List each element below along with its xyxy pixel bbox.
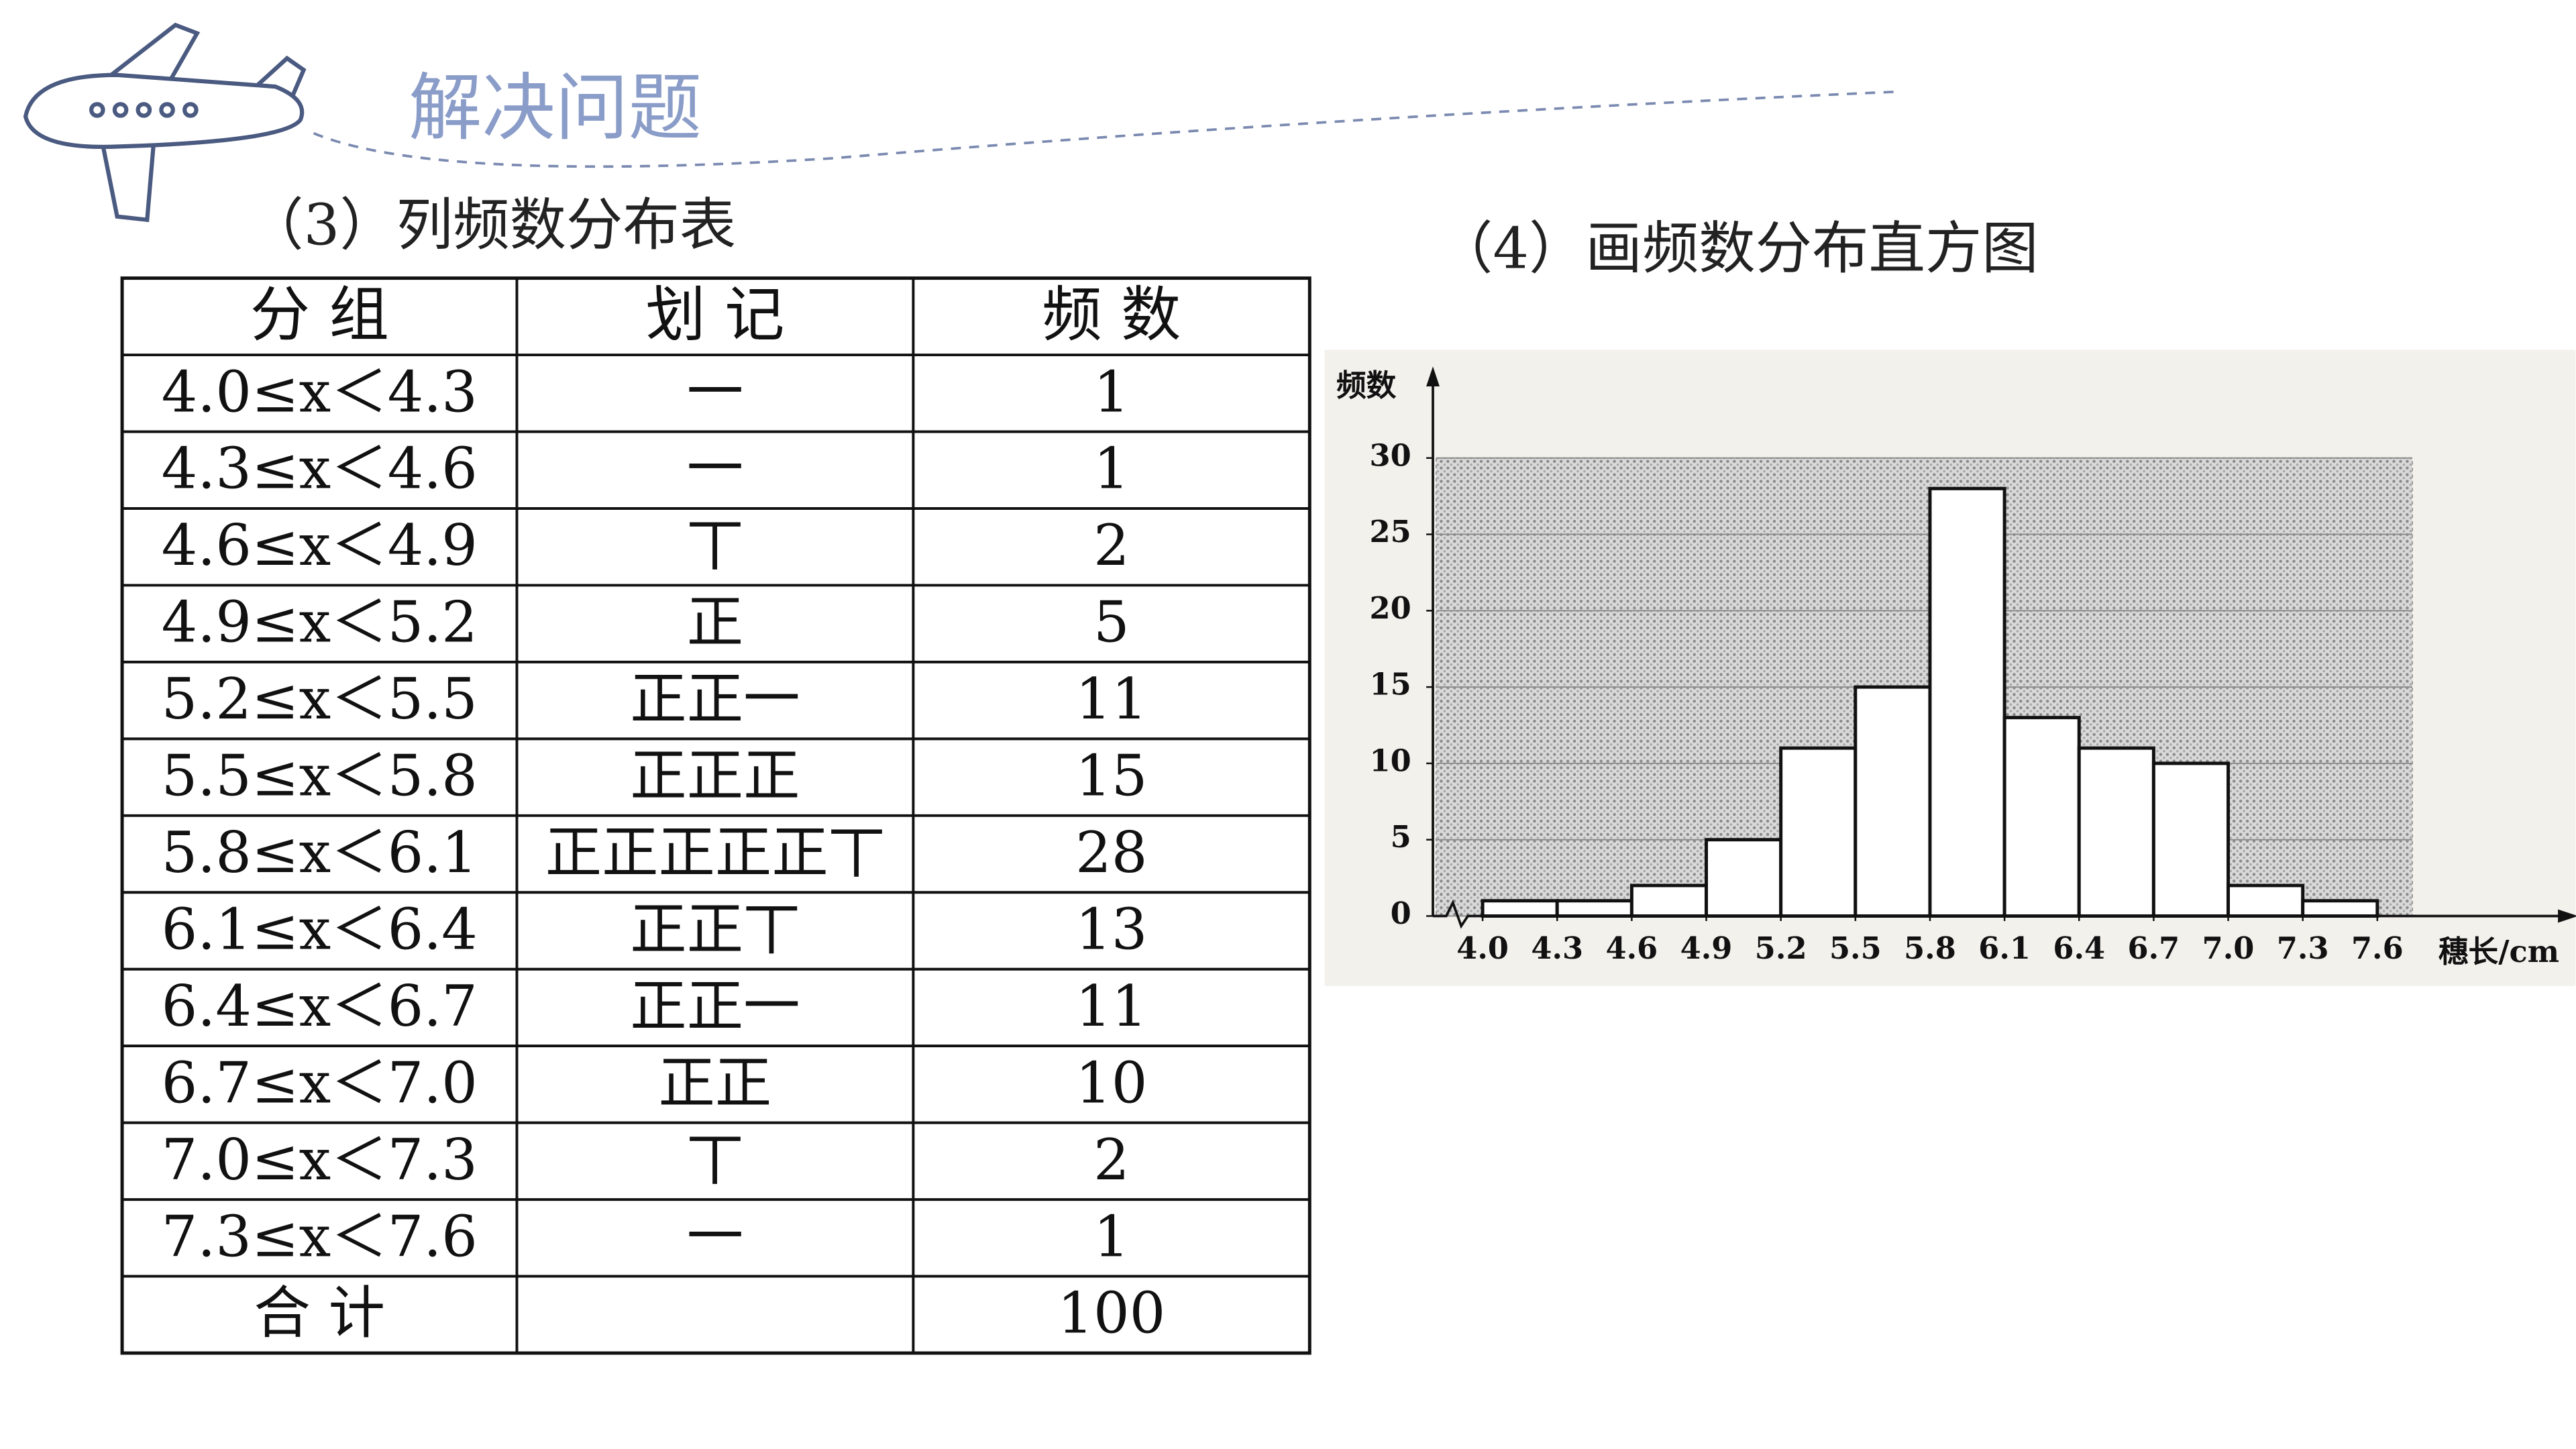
chart-title: （4）画频数分布直方图 — [1436, 215, 2039, 281]
tally-cell: 正正一 — [630, 666, 800, 732]
group-cell: 4.0≤x＜4.3 — [162, 359, 478, 425]
tally-cell: 丅 — [687, 513, 743, 578]
count-cell: 10 — [1075, 1050, 1147, 1116]
tally-cell: 正正一 — [630, 973, 800, 1039]
count-cell: 2 — [1093, 1127, 1130, 1193]
count-cell: 11 — [1075, 973, 1147, 1039]
tally-cell: 正正 — [659, 1050, 772, 1116]
y-tick-label: 0 — [1391, 896, 1411, 931]
bar — [1928, 486, 2006, 918]
group-cell: 5.2≤x＜5.5 — [162, 666, 478, 732]
y-tick-label: 5 — [1391, 819, 1411, 855]
y-tick-label: 10 — [1370, 743, 1411, 778]
x-tick-label: 6.4 — [2053, 930, 2105, 966]
airplane-icon — [23, 22, 307, 223]
tally-cell: 一 — [687, 359, 743, 425]
x-tick-label: 4.6 — [1606, 930, 1658, 966]
group-cell: 6.4≤x＜6.7 — [162, 973, 478, 1039]
group-cell: 5.8≤x＜6.1 — [162, 820, 478, 885]
table-caption: （3）列频数分布表 — [247, 193, 736, 258]
chart: 0 5 10 15 20 25 30 4.0 4.3 4.6 4.9 5.2 5.5 5.8 6.1 6.4 6… — [1336, 366, 2576, 969]
y-tick-label: 20 — [1370, 590, 1411, 626]
x-tick-label: 7.6 — [2351, 930, 2404, 966]
bar — [1705, 838, 1783, 918]
bar — [1481, 899, 1559, 918]
x-axis-arrow — [2558, 909, 2576, 923]
group-cell: 4.6≤x＜4.9 — [162, 513, 478, 578]
group-cell: 7.0≤x＜7.3 — [162, 1127, 478, 1193]
count-cell: 1 — [1093, 359, 1130, 425]
slide-title: 解决问题 — [409, 66, 702, 151]
y-axis-arrow — [1426, 366, 1440, 386]
table-header: 频 数 — [1042, 280, 1181, 350]
count-cell: 28 — [1075, 820, 1147, 885]
x-tick-label: 5.5 — [1829, 930, 1882, 966]
table: 分 组 划 记 频 数 4.0≤x＜4.3 一 1 4.3≤x＜4.6 一 1 4.6≤x＜4.9… — [120, 276, 1311, 1355]
tally-cell: 一 — [687, 1203, 743, 1269]
tally-cell: 一 — [687, 436, 743, 502]
x-axis — [1433, 899, 2562, 929]
y-tick-label: 30 — [1370, 437, 1411, 473]
group-cell: 6.1≤x＜6.4 — [162, 896, 478, 962]
x-tick-label: 4.0 — [1456, 930, 1509, 966]
x-axis-label: 穗长/cm — [2438, 934, 2559, 969]
group-cell: 5.5≤x＜5.8 — [162, 743, 478, 809]
y-tick-label: 25 — [1370, 514, 1411, 549]
bar — [2301, 899, 2379, 918]
bar — [1854, 685, 1932, 918]
tally-cell: 丅 — [687, 1127, 743, 1193]
total-label: 合 计 — [254, 1281, 385, 1346]
x-tick-label: 4.9 — [1680, 930, 1733, 966]
tally-cell: 正正丅 — [630, 896, 800, 962]
count-cell: 1 — [1093, 436, 1130, 502]
count-cell: 2 — [1093, 513, 1130, 578]
count-cell: 15 — [1075, 743, 1147, 809]
total-count: 100 — [1057, 1281, 1165, 1346]
bar — [2077, 746, 2155, 918]
y-axis-label: 频数 — [1336, 368, 1397, 403]
count-cell: 13 — [1075, 896, 1147, 962]
x-tick-label: 4.3 — [1531, 930, 1583, 966]
x-tick-label: 6.1 — [1978, 930, 2031, 966]
table-header: 划 记 — [645, 280, 784, 350]
bar — [1629, 883, 1709, 918]
count-cell: 5 — [1093, 590, 1130, 655]
dashed-trail — [313, 90, 1900, 168]
x-tick-label: 5.2 — [1755, 930, 1807, 966]
group-cell: 4.9≤x＜5.2 — [162, 590, 478, 655]
count-cell: 11 — [1075, 666, 1147, 732]
group-cell: 4.3≤x＜4.6 — [162, 436, 478, 502]
count-cell: 1 — [1093, 1203, 1130, 1269]
tally-cell: 正 — [687, 590, 743, 655]
group-cell: 7.3≤x＜7.6 — [162, 1203, 478, 1269]
tally-cell: 正正正正正丅 — [545, 820, 885, 885]
x-tick-label: 6.7 — [2128, 930, 2180, 966]
bar — [2226, 883, 2305, 918]
bar — [2151, 761, 2231, 918]
x-tick-label: 7.3 — [2277, 930, 2329, 966]
bar — [1555, 899, 1633, 918]
x-tick-label: 7.0 — [2202, 930, 2255, 966]
group-cell: 6.7≤x＜7.0 — [162, 1050, 478, 1116]
x-tick-label: 5.8 — [1904, 930, 1956, 966]
bar — [2002, 716, 2081, 918]
tally-cell: 正正正 — [630, 743, 800, 809]
y-tick-label: 15 — [1370, 667, 1411, 702]
table-header: 分 组 — [250, 280, 389, 350]
bar — [1779, 746, 1858, 918]
